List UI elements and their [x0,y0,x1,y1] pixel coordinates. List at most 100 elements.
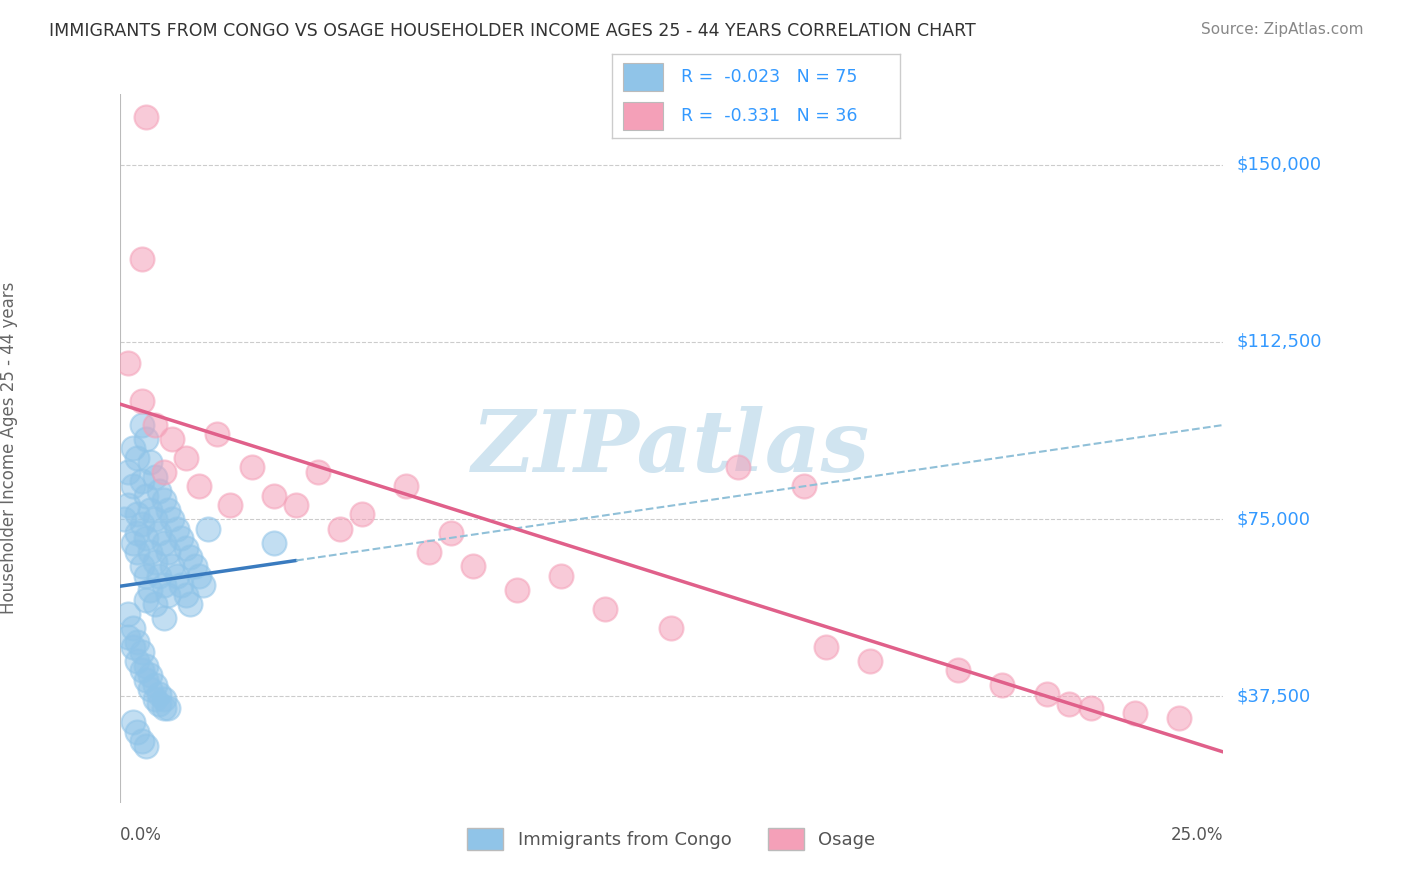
Point [152,493,174,508]
Text: $112,500: $112,500 [1236,333,1322,351]
Point [1057,697,1080,711]
Point [461,559,484,574]
Point [661,621,683,635]
Point [162,432,184,446]
Point [117,465,139,479]
Point [1035,687,1057,701]
Point [814,640,837,654]
Point [174,450,197,465]
Point [131,475,153,489]
Point [157,502,180,516]
Point [135,432,157,446]
Point [143,469,166,483]
Point [139,668,162,682]
Point [127,724,149,739]
Point [143,597,166,611]
Point [263,535,285,549]
Point [329,522,352,536]
Point [112,512,135,526]
Point [121,621,143,635]
Point [506,583,529,598]
Point [135,110,157,124]
Point [152,535,174,549]
Point [174,588,197,602]
Point [240,460,263,475]
Point [197,522,219,536]
Point [1168,711,1191,725]
Point [135,531,157,545]
Point [550,569,572,583]
Point [395,479,418,493]
Point [307,465,329,479]
Point [162,512,184,526]
FancyBboxPatch shape [623,102,664,130]
Point [131,393,153,408]
Point [127,635,149,649]
Point [135,569,157,583]
Point [166,522,188,536]
Point [117,498,139,512]
Point [135,489,157,503]
Point [143,691,166,706]
Point [121,479,143,493]
Point [127,545,149,559]
Point [131,252,153,266]
Point [139,502,162,516]
Point [143,512,166,526]
Point [188,569,211,583]
Point [131,417,153,432]
Point [859,654,882,668]
Text: ZIPatlas: ZIPatlas [472,407,870,490]
Point [121,715,143,730]
Point [148,483,170,498]
Point [1123,706,1146,720]
Point [152,465,174,479]
Point [991,678,1014,692]
Text: 0.0%: 0.0% [120,826,162,845]
Point [152,578,174,592]
Point [131,516,153,531]
Point [148,526,170,541]
Point [139,583,162,598]
Point [157,545,180,559]
Point [121,535,143,549]
Text: $37,500: $37,500 [1236,688,1310,706]
Text: IMMIGRANTS FROM CONGO VS OSAGE HOUSEHOLDER INCOME AGES 25 - 44 YEARS CORRELATION: IMMIGRANTS FROM CONGO VS OSAGE HOUSEHOLD… [49,22,976,40]
Point [162,559,184,574]
Text: $75,000: $75,000 [1236,510,1310,528]
Point [174,541,197,555]
Point [157,588,180,602]
Point [131,559,153,574]
Point [117,630,139,644]
Text: $150,000: $150,000 [1236,155,1322,174]
Point [157,701,180,715]
Point [127,654,149,668]
Point [152,691,174,706]
Point [117,607,139,621]
Point [148,569,170,583]
Point [127,450,149,465]
Point [121,640,143,654]
Text: 25.0%: 25.0% [1171,826,1223,845]
Point [793,479,815,493]
Point [352,508,374,522]
Point [131,664,153,678]
Text: Source: ZipAtlas.com: Source: ZipAtlas.com [1201,22,1364,37]
Point [170,531,193,545]
Point [183,559,205,574]
Legend: Immigrants from Congo, Osage: Immigrants from Congo, Osage [460,822,883,857]
Point [152,611,174,625]
Point [948,664,970,678]
Point [148,697,170,711]
Point [152,701,174,715]
Point [143,555,166,569]
Point [1080,701,1102,715]
Point [135,739,157,753]
Point [593,602,616,616]
Point [193,578,215,592]
Point [131,734,153,748]
Point [139,545,162,559]
Point [170,578,193,592]
Point [148,687,170,701]
Point [219,498,242,512]
